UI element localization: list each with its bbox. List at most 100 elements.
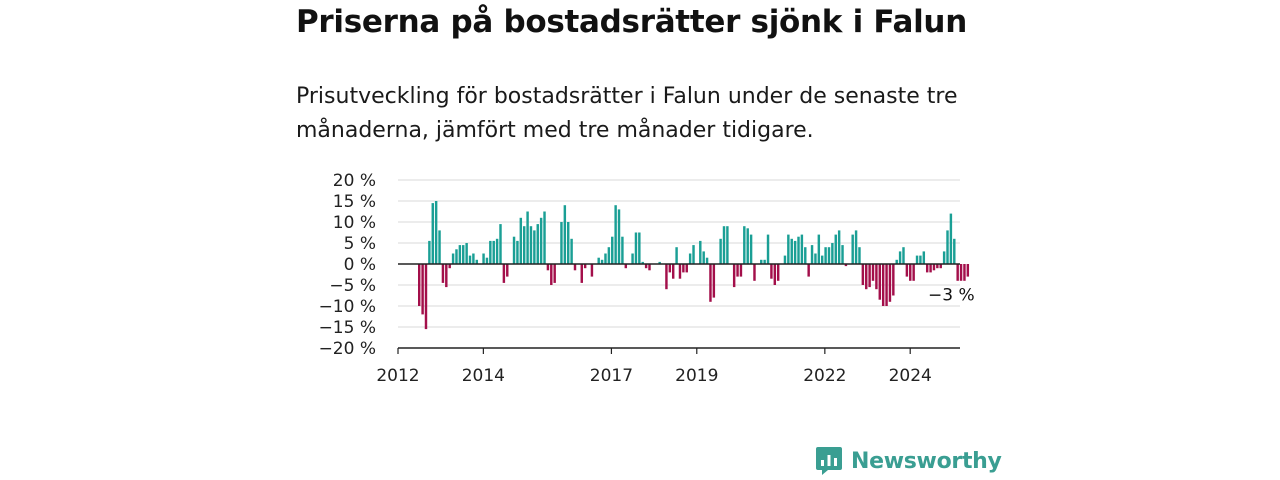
bar [878,264,881,300]
bar [434,201,438,264]
bar [573,264,577,271]
x-tick-label: 2012 [376,366,419,386]
bar [539,217,543,264]
bar [465,243,468,264]
bar [793,240,797,264]
y-tick-label: −5 % [329,276,376,296]
bar [641,261,644,264]
bar [462,245,465,264]
bar [529,226,533,264]
bar [851,234,854,264]
bar [546,264,550,271]
bar [621,236,624,264]
bar [746,228,749,264]
bar [763,259,766,264]
x-tick-label: 2019 [675,366,718,386]
bar [881,264,885,306]
y-tick-label: −10 % [319,297,376,317]
bar [895,259,898,264]
bar [685,264,688,273]
bar [611,236,614,264]
y-tick-label: −15 % [319,318,376,338]
bar [428,240,431,264]
bar [787,234,790,264]
bar [736,264,739,277]
bar [448,264,451,269]
bar [560,222,563,264]
bar [712,264,716,298]
bar [522,226,526,264]
bar [631,253,634,264]
bar [526,211,529,264]
bar [553,264,556,283]
bar [485,257,489,264]
brand-name: Newsworthy [851,448,1002,474]
bar [451,253,455,264]
bar [963,264,966,281]
bar [682,264,685,273]
x-axis-labels: 2012 2014 2017 2019 2022 2024 [376,366,931,386]
bar [922,251,926,264]
bar [953,238,956,264]
bar [770,264,773,279]
bar [688,253,692,264]
bar [790,238,793,264]
y-tick-label: 20 % [333,171,376,191]
bar [516,240,519,264]
bar [472,253,475,264]
bar [814,253,817,264]
bar [858,247,861,264]
bar [709,264,712,302]
bar [956,264,959,281]
bar [844,264,848,267]
bar [898,251,902,264]
bar [773,264,777,285]
bar [489,240,492,264]
bar [719,238,722,264]
bar [634,232,638,264]
bar [902,247,905,264]
y-axis-labels: 20 %15 %10 %5 %0 %−5 %−10 %−15 %−20 % [319,171,376,359]
bar [699,240,702,264]
bar [885,264,888,306]
bar [519,217,523,264]
x-tick-label: 2022 [803,366,846,386]
bar [854,230,858,264]
bar [841,245,844,264]
chart-subtitle: Prisutveckling för bostadsrätter i Falun… [296,84,958,143]
bar [570,238,573,264]
bar [468,255,472,264]
bar [614,205,617,264]
bar [580,264,583,283]
bar [949,213,953,264]
bar [607,247,611,264]
bar [915,255,919,264]
bar [658,261,661,264]
bar [583,264,587,269]
bar-chart-speech-bubble-icon [816,447,842,475]
bar [865,264,868,290]
bars [418,201,970,330]
bar [563,205,567,264]
bar [919,255,922,264]
bar [753,264,756,281]
bar [445,264,448,288]
bar [868,264,871,288]
bar [421,264,424,315]
newsworthy-logo: Newsworthy [815,446,1002,476]
bar [749,234,753,264]
chart-title: Priserna på bostadsrätter sjönk i Falun [296,4,967,40]
bar [600,259,604,264]
y-tick-label: 10 % [333,213,376,233]
last-value-label: −3 % [928,286,975,306]
bar [827,247,831,264]
bar [875,264,878,290]
bar [837,230,841,264]
bar [929,264,932,273]
x-tick-label: 2017 [590,366,633,386]
bar [739,264,743,277]
bar [482,253,485,264]
bar [942,251,946,264]
bar [820,255,824,264]
bar [424,264,428,330]
